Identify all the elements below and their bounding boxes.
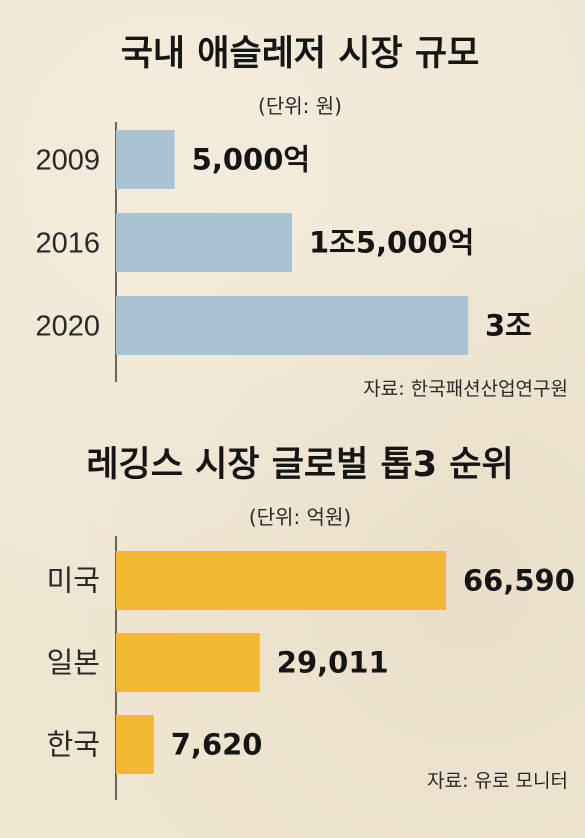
chart-1-bar [116, 130, 175, 189]
chart-1-unit-label: (단위: 원) [258, 94, 342, 118]
chart-2-bars: 미국 66,590 일본 29,011 한국 7,620 [47, 551, 575, 774]
chart-2-source: 자료: 유로 모니터 [427, 770, 568, 792]
chart-1-source: 자료: 한국패션산업연구원 [363, 378, 568, 400]
chart-1-bar [116, 213, 292, 272]
chart-2-bar [116, 633, 260, 692]
chart-2-title: 레깅스 시장 글로벌 톱3 순위 [86, 445, 513, 485]
chart-1-value-label: 5,000억 [192, 143, 310, 177]
chart-2-category-label: 한국 [47, 728, 100, 762]
chart-1-category-label: 2020 [35, 311, 100, 343]
chart-2-value-label: 29,011 [277, 646, 389, 680]
chart-2-category-label: 미국 [47, 564, 100, 598]
chart-2-bar [116, 715, 154, 774]
leggings-market-chart: 레깅스 시장 글로벌 톱3 순위 (단위: 억원) 미국 66,590 일본 29,0… [47, 445, 575, 800]
chart-2-value-label: 7,620 [171, 728, 263, 762]
chart-1-bars: 2009 5,000억 2016 1조5,000억 2020 3조 [35, 130, 532, 355]
chart-1-value-label: 3조 [485, 309, 532, 343]
chart-1-title: 국내 애슬레저 시장 규모 [121, 34, 480, 74]
chart-2-unit-label: (단위: 억원) [249, 505, 351, 529]
chart-1-bar [116, 296, 468, 355]
chart-1-category-label: 2009 [35, 145, 100, 177]
chart-1-category-label: 2016 [35, 228, 100, 260]
chart-2-bar [116, 551, 446, 610]
athleisure-market-chart: 국내 애슬레저 시장 규모 (단위: 원) 2009 5,000억 2016 1조5,… [35, 34, 568, 400]
chart-1-value-label: 1조5,000억 [309, 226, 474, 260]
chart-2-value-label: 66,590 [463, 564, 575, 598]
chart-2-category-label: 일본 [47, 646, 100, 680]
